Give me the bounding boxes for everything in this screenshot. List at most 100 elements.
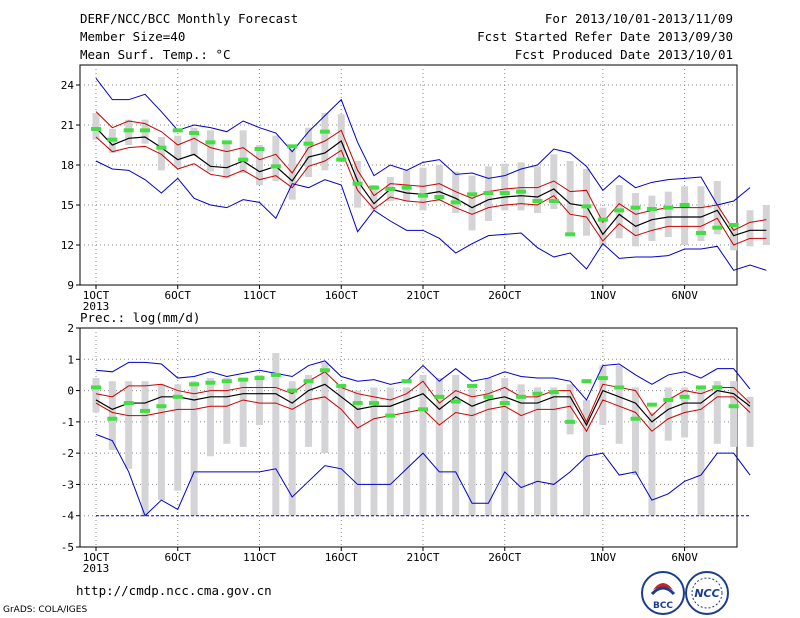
prec-spread-bar (697, 387, 705, 516)
prec-marker (516, 394, 527, 399)
temp-marker (319, 129, 330, 134)
temp-marker (385, 187, 396, 191)
prec-xtick-label: 6OCT (165, 551, 192, 564)
temp-marker (532, 199, 543, 203)
prec-marker (532, 391, 543, 396)
temp-spread-bar (599, 207, 607, 247)
prec-ytick-label: -1 (61, 416, 74, 429)
temp-ytick-label: 15 (61, 199, 74, 212)
prec-series-p90 (95, 371, 751, 424)
prec-spread-bar (141, 381, 149, 516)
temp-spread-bar (762, 205, 770, 245)
temp-spread-bar (452, 171, 460, 213)
temp-marker (303, 141, 314, 146)
prec-marker (319, 368, 330, 373)
temp-marker (597, 217, 608, 222)
temp-xtick-label: 1NOV (590, 289, 617, 302)
prec-marker (238, 377, 249, 382)
temp-marker (91, 127, 101, 131)
prec-marker (189, 382, 200, 387)
temp-marker (336, 157, 347, 162)
temp-marker (172, 128, 183, 133)
temp-spread-bar (517, 162, 525, 211)
temp-spread-bar (206, 130, 214, 172)
temp-marker (156, 145, 167, 150)
prec-marker (352, 401, 363, 406)
prec-spread-bar (599, 365, 607, 425)
fcst-produced-date: Fcst Produced Date 2013/10/01 (514, 47, 733, 62)
source-url[interactable]: http://cmdp.ncc.cma.gov.cn (76, 583, 272, 598)
temp-xtick-label: 26OCT (488, 289, 521, 302)
prec-marker (107, 416, 118, 421)
temp-spread-bar (697, 186, 705, 241)
prec-ytick-label: -5 (61, 541, 74, 554)
temp-spread-bar (305, 127, 313, 177)
prec-spread-bar (468, 387, 476, 516)
prec-spread-bar (566, 384, 574, 435)
prec-marker (140, 408, 151, 413)
temp-marker (728, 223, 739, 227)
temp-plot-frame (79, 64, 738, 286)
temp-spread-bar (713, 181, 721, 235)
temp-spread-bar (272, 135, 280, 181)
prec-spread-bar (386, 387, 394, 516)
prec-marker (270, 372, 281, 377)
prec-series-mean (95, 383, 751, 427)
prec-xtick-label: 6NOV (671, 551, 698, 564)
prec-marker (336, 383, 347, 388)
temp-marker (434, 195, 445, 199)
prec-spread-bar (256, 374, 263, 425)
temp-marker (450, 200, 461, 205)
prec-spread-bar (92, 378, 100, 413)
temp-spread-bar (550, 154, 558, 209)
prec-spread-bar (239, 378, 247, 447)
chart-title: DERF/NCC/BCC Monthly Forecast (80, 11, 299, 26)
temp-series-min (95, 160, 767, 271)
temp-marker (516, 189, 527, 194)
prec-marker (401, 379, 412, 384)
temp-xtick-label: 6OCT (165, 289, 192, 302)
prec-spread-bar (713, 381, 721, 444)
prec-marker (614, 385, 625, 390)
temp-marker (418, 193, 428, 198)
prec-marker (548, 390, 559, 395)
temp-spread-bar (370, 185, 378, 211)
prec-xtick-label: 1NOV (590, 551, 617, 564)
prec-spread-bar (517, 384, 525, 516)
temp-spread-bar (730, 225, 738, 251)
prec-spread-bar (730, 381, 738, 447)
temp-marker (238, 157, 249, 162)
temp-xtick-label: 1OCT (83, 289, 110, 302)
temp-spread-bar (746, 210, 754, 247)
prec-xtick-label: 1OCT (83, 551, 110, 564)
temp-spread-bar (174, 135, 182, 168)
prec-spread-bar (305, 374, 313, 447)
prec-spread-bar (108, 381, 116, 451)
temp-marker (483, 191, 494, 195)
variable-label: Mean Surf. Temp.: °C (80, 47, 231, 62)
prec-spread-bar (632, 387, 640, 476)
prec-spread-bar (648, 412, 656, 516)
temp-spread-bar (337, 114, 345, 160)
svg-text:BCC: BCC (653, 601, 673, 611)
prec-xtick-label: 11OCT (243, 551, 276, 564)
temp-marker (221, 140, 232, 145)
prec-ytick-label: -2 (61, 447, 74, 460)
temp-marker (189, 131, 200, 135)
prec-ytick-label: -4 (61, 510, 75, 523)
prec-marker (450, 399, 461, 404)
temp-ytick-label: 9 (67, 279, 74, 292)
temp-marker (368, 185, 379, 190)
prec-marker (499, 401, 510, 406)
temp-ytick-label: 21 (61, 119, 74, 132)
prec-marker (172, 394, 183, 399)
prec-marker (679, 394, 690, 399)
bcc-logo-icon: BCC (641, 571, 685, 615)
temp-spread-bar (468, 175, 476, 231)
prec-marker (418, 407, 428, 412)
prec-marker (91, 385, 101, 390)
prec-marker (695, 385, 706, 390)
prec-spread-bar (272, 353, 280, 516)
